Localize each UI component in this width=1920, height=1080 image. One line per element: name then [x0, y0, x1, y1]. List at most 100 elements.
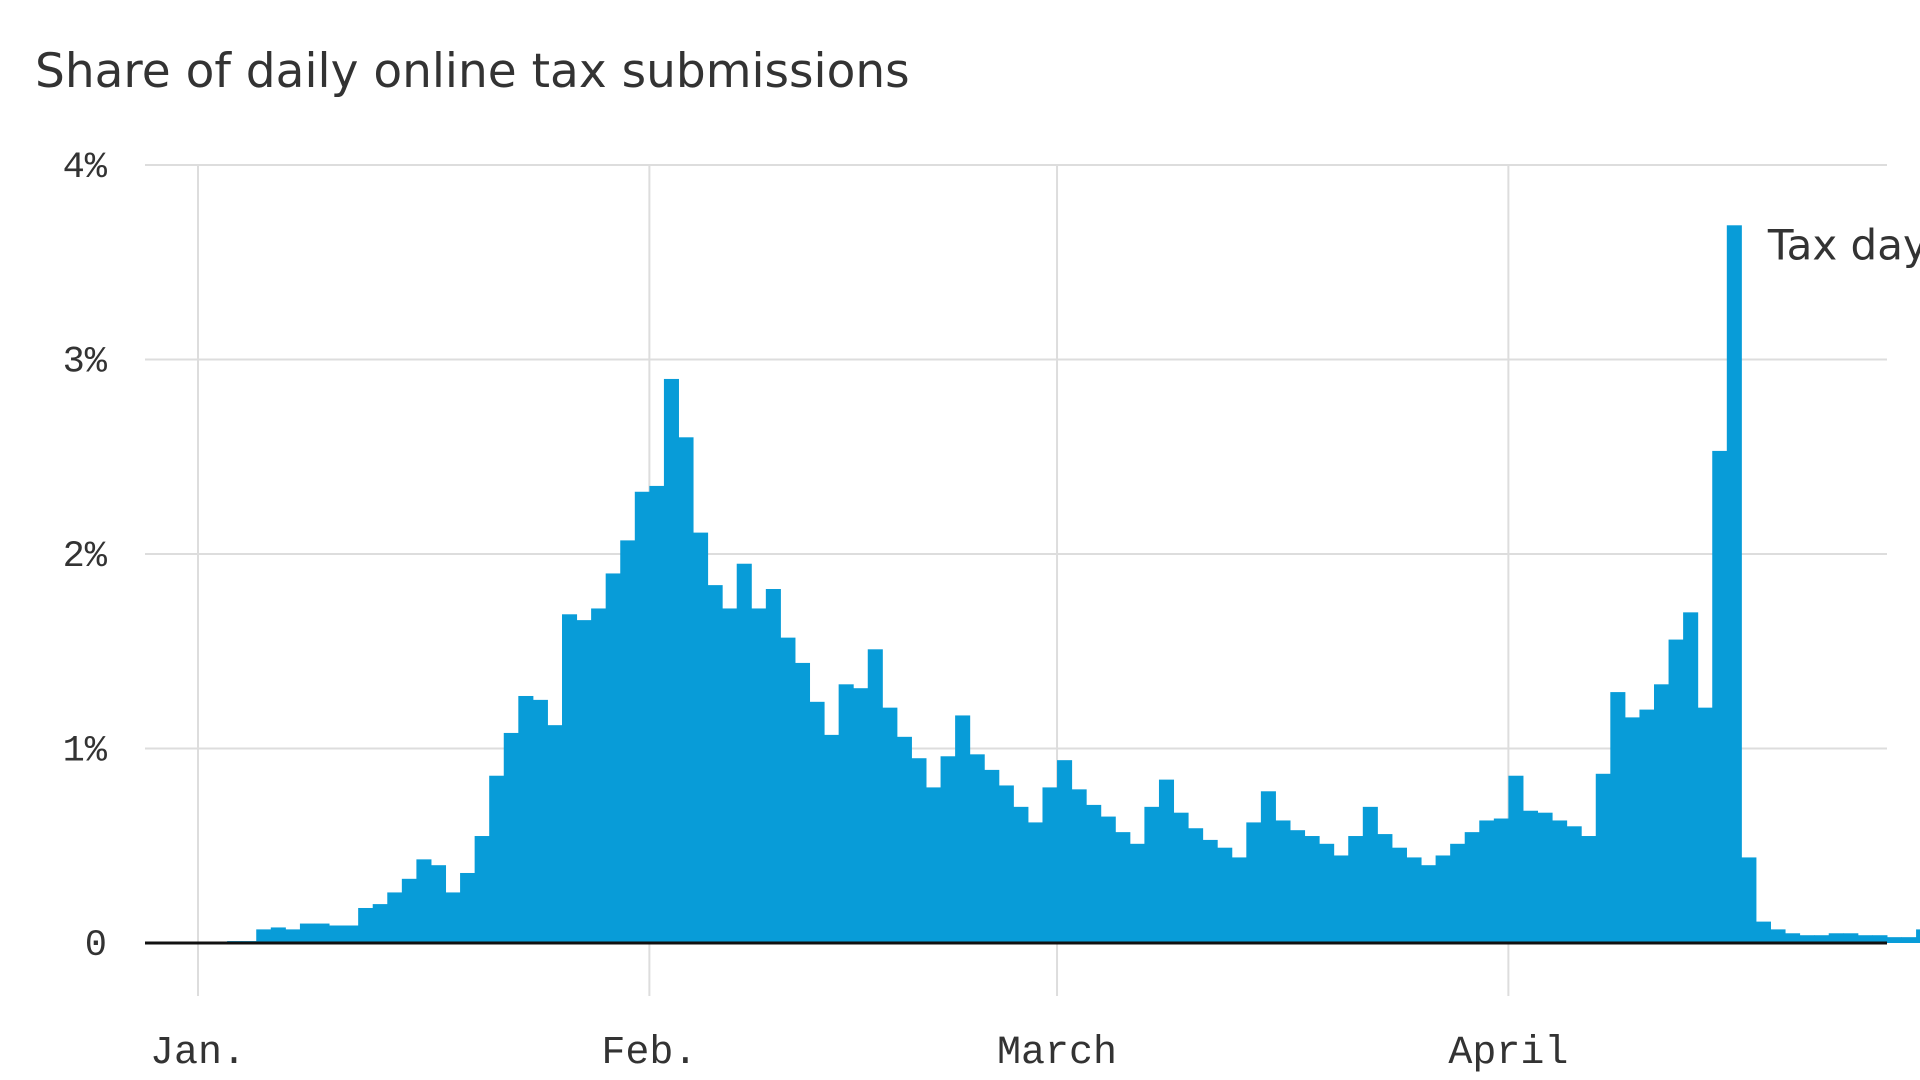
bar [649, 485, 665, 943]
bar [1843, 933, 1859, 943]
bar [1785, 933, 1801, 943]
bar [474, 836, 490, 943]
bar [693, 532, 709, 943]
bar [1217, 847, 1233, 943]
bar [911, 758, 927, 943]
bar [1566, 826, 1582, 943]
bar [663, 378, 679, 943]
bar [678, 437, 694, 943]
bar [1158, 779, 1175, 943]
bar [751, 608, 767, 943]
bar [1260, 791, 1276, 943]
bar [940, 756, 956, 943]
bars [227, 225, 1920, 944]
bar [1624, 717, 1640, 943]
bar [270, 927, 286, 943]
bar [794, 662, 811, 943]
y-tick-label: 4% [63, 147, 108, 189]
x-tick-label: April [1448, 1031, 1568, 1076]
bar [1901, 937, 1917, 943]
bar [1464, 832, 1480, 943]
bar [1741, 857, 1757, 943]
bar [1362, 806, 1378, 943]
bar [780, 637, 796, 943]
bar [722, 608, 738, 943]
bar [1202, 839, 1218, 943]
bar [299, 923, 315, 943]
bar [503, 732, 519, 943]
bar [824, 734, 840, 943]
bar [518, 695, 534, 943]
bar [955, 715, 971, 943]
bar [1275, 820, 1291, 943]
bar [809, 701, 825, 943]
y-tick-label: 1% [63, 731, 108, 773]
y-tick-label: 0 [85, 925, 107, 967]
bar [1610, 692, 1626, 943]
bar [343, 925, 359, 943]
bar [387, 892, 403, 943]
bar [1814, 935, 1830, 943]
bar [1290, 830, 1306, 943]
bar [1377, 834, 1393, 943]
tax-day-annotation: Tax day [1767, 220, 1920, 269]
bar [926, 787, 942, 943]
bar [1595, 773, 1611, 943]
bar [1391, 847, 1407, 943]
bar [358, 907, 374, 943]
bar [605, 573, 621, 943]
bar [1479, 820, 1495, 943]
bar [1319, 843, 1335, 943]
bar [401, 878, 417, 943]
bar [1129, 843, 1145, 943]
bar [1654, 684, 1670, 943]
labels: 0 1% 2% 3% 4% Jan. Feb. March April Tax day [63, 147, 1920, 1076]
bar [1857, 935, 1873, 943]
bar [1508, 775, 1524, 943]
bar [1886, 937, 1903, 943]
y-tick-label: 3% [63, 342, 108, 384]
bar [1916, 929, 1920, 943]
bar [634, 491, 650, 943]
bar [1639, 709, 1655, 943]
bar [867, 649, 883, 943]
bar [1173, 812, 1189, 943]
x-tick-label: Jan. [150, 1031, 246, 1076]
bar [1581, 836, 1597, 943]
bar [532, 699, 548, 943]
bar [1435, 855, 1451, 943]
bar [707, 585, 723, 943]
bar [998, 785, 1014, 943]
bar [1770, 929, 1786, 943]
x-tick-label: March [997, 1031, 1117, 1076]
bar [1406, 857, 1422, 943]
bar [1683, 612, 1699, 943]
bar [1755, 921, 1771, 943]
chart-title: Share of daily online tax submissions [35, 44, 910, 99]
bar [372, 904, 388, 943]
bar [1115, 832, 1131, 943]
bar [736, 563, 752, 943]
bar [853, 688, 869, 943]
bar [1872, 935, 1888, 943]
bar [1828, 933, 1844, 943]
bar [620, 540, 636, 943]
bar [1697, 707, 1713, 943]
bar [1100, 816, 1116, 943]
bar [1013, 806, 1029, 943]
bar [591, 608, 607, 943]
bar [1188, 828, 1204, 943]
bar [489, 775, 505, 943]
bar [562, 614, 578, 943]
bar [765, 589, 781, 943]
bar [1726, 225, 1742, 944]
bar [1522, 810, 1539, 943]
bar [285, 929, 301, 943]
bar [1421, 865, 1437, 943]
bar [314, 923, 330, 943]
bar [416, 859, 432, 943]
bar [460, 872, 476, 943]
bar [838, 684, 854, 943]
bar [445, 892, 461, 943]
